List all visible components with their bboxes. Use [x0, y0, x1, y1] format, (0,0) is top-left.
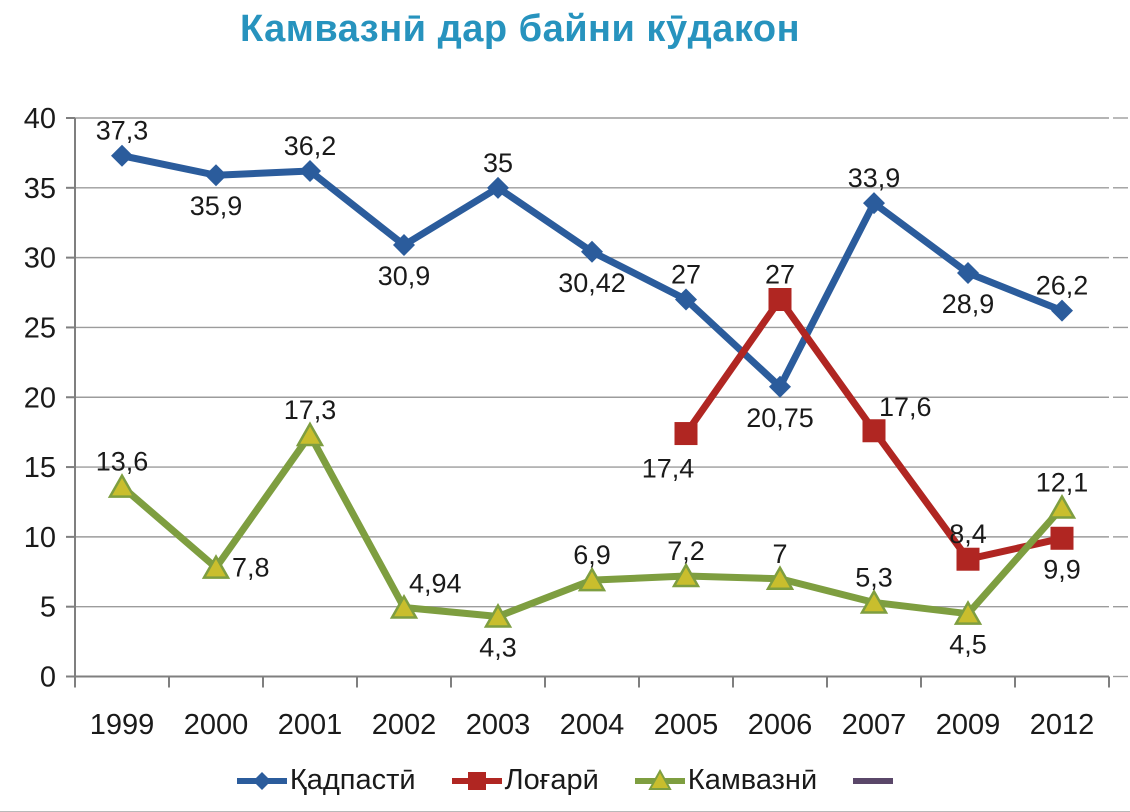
legend-item-2: Камвазнӣ: [634, 764, 818, 797]
data-label: 8,4: [949, 519, 987, 549]
data-label: 4,5: [949, 630, 987, 660]
data-label: 37,3: [96, 116, 149, 146]
x-axis-label: 2002: [372, 709, 437, 741]
y-axis-label: 0: [40, 662, 56, 694]
data-label: 7: [772, 539, 787, 569]
square-marker-icon: [956, 547, 980, 571]
legend-marker-icon: [634, 768, 685, 790]
diamond-marker-icon: [487, 176, 509, 199]
triangle-marker-icon: [671, 562, 701, 588]
diamond-marker-icon: [581, 240, 603, 263]
triangle-marker-icon: [483, 602, 513, 628]
legend-label-1: Лоғарӣ: [504, 764, 599, 796]
diamond-marker-icon: [393, 234, 415, 257]
legend-label-2: Камвазнӣ: [687, 764, 818, 796]
data-label: 26,2: [1036, 271, 1089, 301]
y-axis-label: 30: [24, 243, 56, 275]
x-axis-label: 2012: [1030, 709, 1095, 741]
legend-item-3: [853, 768, 894, 794]
square-marker-icon: [674, 422, 698, 446]
data-label: 7,2: [667, 536, 705, 566]
legend: Қадпастӣ Лоғарӣ Камвазнӣ: [0, 764, 1130, 797]
data-label: 17,4: [642, 454, 695, 484]
x-axis-label: 2006: [748, 709, 813, 741]
data-label: 13,6: [96, 447, 149, 477]
diamond-marker-icon: [111, 144, 133, 167]
diamond-marker-icon: [299, 160, 321, 183]
x-axis-label: 2003: [466, 709, 531, 741]
legend-item-0: Қадпастӣ: [236, 764, 416, 797]
data-label: 17,3: [284, 395, 337, 425]
triangle-marker-icon: [765, 565, 795, 591]
y-axis-label: 15: [24, 452, 56, 484]
data-label: 17,6: [879, 392, 932, 422]
data-label: 30,42: [558, 268, 626, 298]
data-label: 7,8: [232, 553, 270, 583]
chart-title: Камвазнӣ дар байни кӯдакон: [239, 8, 801, 50]
y-axis-label: 20: [24, 382, 56, 414]
data-label: 4,94: [409, 569, 462, 599]
diamond-marker-icon: [675, 288, 697, 311]
square-marker-icon: [1050, 526, 1074, 550]
x-axis-label: 2004: [560, 709, 625, 741]
data-label: 35,9: [190, 191, 243, 221]
diamond-marker-icon: [957, 261, 979, 284]
y-axis-label: 35: [24, 173, 56, 205]
legend-marker-icon: [853, 777, 894, 784]
legend-item-1: Лоғарӣ: [451, 764, 599, 797]
legend-marker-icon: [451, 771, 502, 790]
triangle-marker-icon: [953, 600, 983, 625]
data-label: 35: [483, 148, 513, 178]
triangle-marker-icon: [201, 554, 231, 579]
data-label: 20,75: [746, 403, 814, 433]
data-label: 6,9: [573, 540, 611, 570]
data-label: 9,9: [1043, 554, 1081, 584]
legend-marker-icon: [236, 771, 287, 790]
triangle-marker-icon: [295, 421, 325, 447]
data-label: 27: [765, 260, 795, 290]
y-axis-label: 10: [24, 522, 56, 554]
x-axis-label: 2007: [842, 709, 907, 741]
diamond-marker-icon: [205, 164, 227, 187]
x-axis-label: 2001: [278, 709, 343, 741]
diamond-marker-icon: [863, 192, 885, 215]
data-label: 36,2: [284, 131, 337, 161]
square-marker-icon: [862, 419, 886, 443]
data-label: 27: [671, 260, 701, 290]
data-label: 28,9: [942, 289, 995, 319]
legend-label-0: Қадпастӣ: [289, 764, 416, 796]
x-axis-label: 2000: [184, 709, 249, 741]
data-label: 12,1: [1036, 468, 1089, 498]
diamond-marker-icon: [769, 375, 791, 398]
x-axis-label: 2009: [936, 709, 1001, 741]
square-marker-icon: [768, 288, 792, 312]
triangle-marker-icon: [389, 594, 419, 619]
x-axis-label: 1999: [90, 709, 155, 741]
triangle-marker-icon: [107, 473, 137, 498]
y-axis-label: 5: [40, 592, 56, 624]
diamond-marker-icon: [1051, 299, 1073, 322]
triangle-marker-icon: [859, 588, 889, 614]
y-axis-label: 25: [24, 312, 56, 344]
data-label: 30,9: [378, 261, 431, 291]
data-label: 4,3: [479, 632, 517, 662]
y-axis-label: 40: [24, 103, 56, 135]
data-label: 33,9: [848, 163, 901, 193]
triangle-marker-icon: [1047, 494, 1077, 519]
x-axis-label: 2005: [654, 709, 719, 741]
data-label: 5,3: [855, 562, 893, 592]
triangle-marker-icon: [577, 566, 607, 592]
